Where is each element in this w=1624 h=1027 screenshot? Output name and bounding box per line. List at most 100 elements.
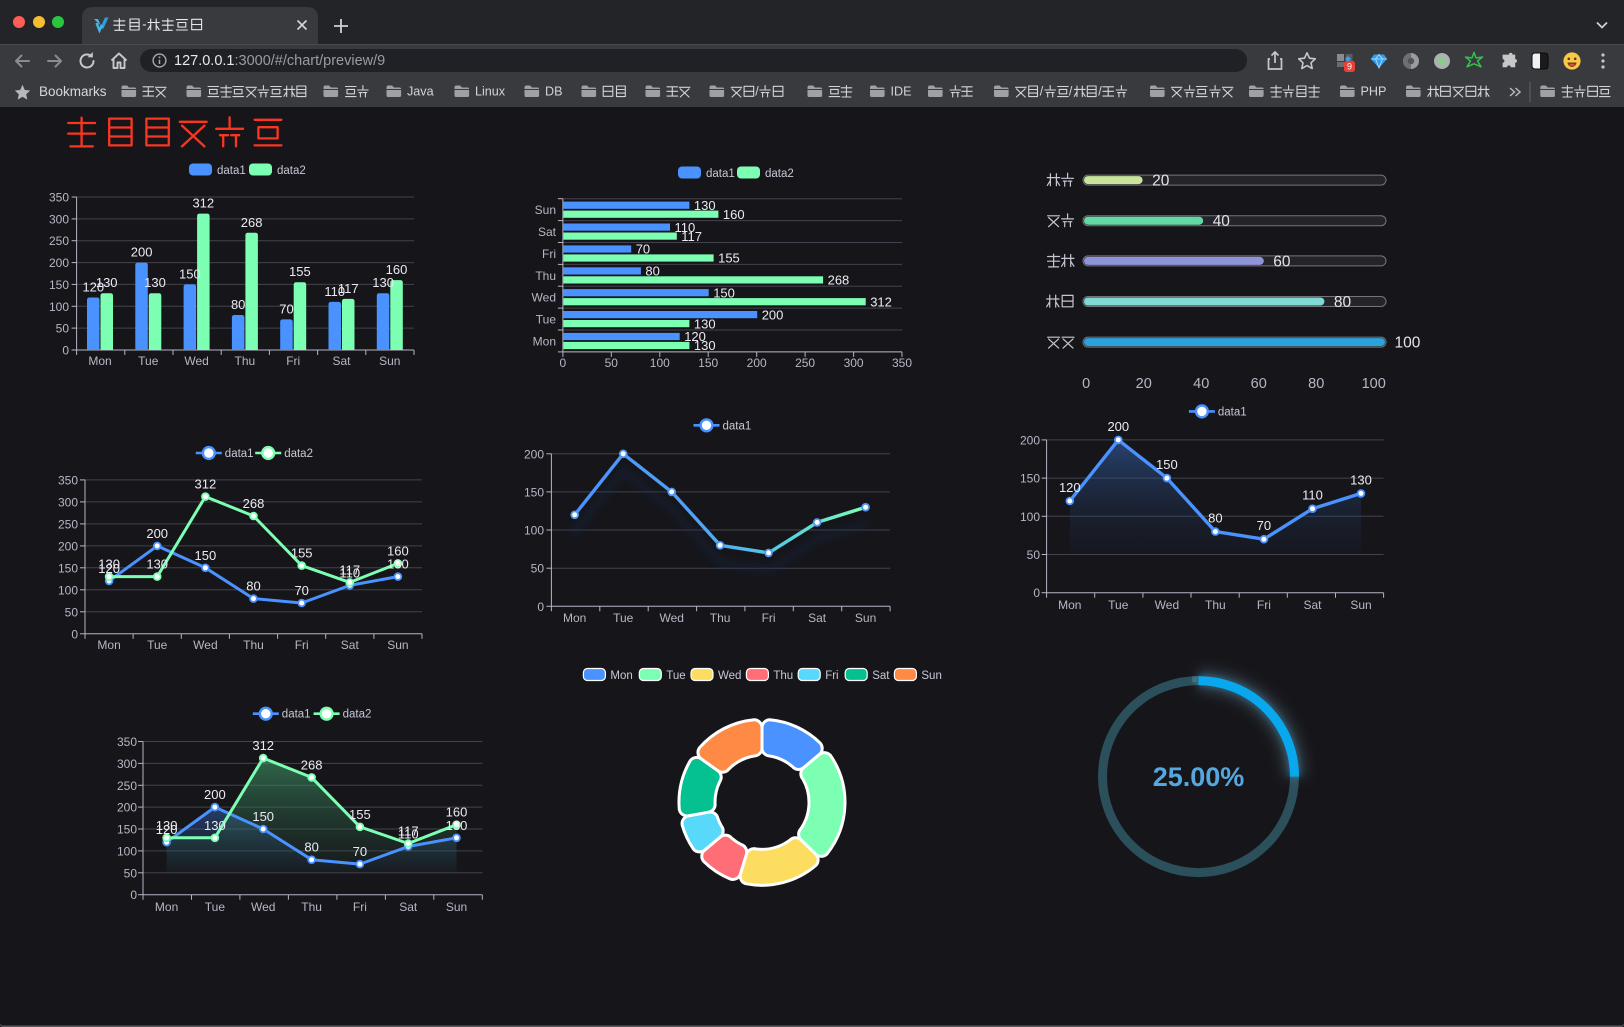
svg-text:0: 0 (537, 600, 544, 614)
svg-text:150: 150 (524, 485, 544, 499)
svg-text:data2: data2 (765, 168, 794, 180)
svg-text:Sat: Sat (341, 638, 360, 652)
svg-text:Thu: Thu (301, 900, 322, 914)
svg-text:Tue: Tue (147, 638, 168, 652)
svg-text:Thu: Thu (235, 354, 256, 368)
svg-text:70: 70 (279, 301, 293, 316)
svg-text:Sun: Sun (855, 611, 876, 625)
svg-text:9: 9 (1347, 62, 1352, 72)
svg-text:40: 40 (1213, 213, 1231, 230)
svg-text:117: 117 (681, 229, 702, 244)
svg-text:150: 150 (179, 266, 201, 281)
svg-text:Linux: Linux (475, 84, 506, 98)
svg-text:150: 150 (713, 285, 735, 300)
svg-text:200: 200 (747, 356, 767, 370)
svg-text:Sun: Sun (535, 203, 556, 217)
svg-text:120: 120 (82, 280, 104, 295)
svg-text:Fri: Fri (295, 638, 309, 652)
svg-text:200: 200 (146, 526, 168, 541)
svg-text:150: 150 (698, 356, 718, 370)
svg-text:50: 50 (1027, 548, 1041, 562)
svg-text:100: 100 (58, 583, 78, 597)
svg-text:Tue: Tue (1108, 598, 1129, 612)
svg-text:312: 312 (195, 477, 217, 492)
svg-text:120: 120 (156, 822, 178, 837)
svg-text:80: 80 (645, 264, 659, 279)
svg-text:Tue: Tue (138, 354, 159, 368)
svg-text:200: 200 (204, 787, 226, 802)
svg-text:Sun: Sun (379, 354, 400, 368)
svg-text:200: 200 (117, 801, 137, 815)
svg-text:250: 250 (117, 779, 137, 793)
svg-text:Mon: Mon (563, 611, 586, 625)
svg-text:150: 150 (252, 809, 274, 824)
svg-text:/: / (755, 84, 759, 98)
svg-text:Tue: Tue (205, 900, 226, 914)
svg-text:Sat: Sat (332, 354, 351, 368)
svg-text:25.00%: 25.00% (1153, 762, 1245, 792)
svg-text:Wed: Wed (184, 354, 208, 368)
svg-text:Sat: Sat (872, 670, 890, 682)
svg-text:350: 350 (58, 473, 78, 487)
svg-text:250: 250 (795, 356, 815, 370)
svg-text:Sun: Sun (387, 638, 408, 652)
svg-text:Wed: Wed (1155, 598, 1179, 612)
svg-text:Fri: Fri (542, 247, 556, 261)
svg-text:Thu: Thu (773, 670, 793, 682)
svg-text:250: 250 (58, 517, 78, 531)
svg-text:268: 268 (301, 757, 323, 772)
svg-text:Sat: Sat (808, 611, 827, 625)
svg-text:Sat: Sat (538, 225, 557, 239)
svg-text:100: 100 (1395, 335, 1421, 352)
svg-text:120: 120 (1059, 480, 1081, 495)
svg-text:Thu: Thu (710, 611, 731, 625)
svg-text:150: 150 (1020, 472, 1040, 486)
svg-text:160: 160 (446, 805, 468, 820)
svg-text:80: 80 (1208, 511, 1222, 526)
svg-text:Mon: Mon (1058, 598, 1081, 612)
svg-text:80: 80 (246, 579, 260, 594)
svg-text:312: 312 (870, 294, 892, 309)
svg-text:110: 110 (675, 220, 696, 235)
svg-text:130: 130 (204, 818, 226, 833)
svg-text:150: 150 (195, 548, 217, 563)
svg-text:Tue: Tue (666, 670, 685, 682)
svg-text:160: 160 (723, 207, 745, 222)
svg-text:50: 50 (56, 322, 70, 336)
svg-text:Fri: Fri (1257, 598, 1271, 612)
svg-text:PHP: PHP (1361, 84, 1387, 98)
svg-text:data2: data2 (343, 709, 372, 721)
svg-text:350: 350 (892, 356, 912, 370)
svg-text:50: 50 (65, 605, 79, 619)
svg-text:200: 200 (1020, 433, 1040, 447)
svg-text:130: 130 (1350, 472, 1372, 487)
svg-text:80: 80 (304, 840, 318, 855)
svg-text:Sat: Sat (1303, 598, 1322, 612)
svg-text:Wed: Wed (718, 670, 741, 682)
svg-text:Mon: Mon (533, 335, 556, 349)
svg-text:Java: Java (407, 84, 434, 98)
svg-text:268: 268 (241, 215, 263, 230)
svg-text:DB: DB (545, 84, 563, 98)
svg-text:100: 100 (1020, 510, 1040, 524)
svg-text:100: 100 (524, 524, 544, 538)
svg-text:110: 110 (1302, 488, 1323, 503)
svg-text:150: 150 (58, 561, 78, 575)
svg-text:Mon: Mon (88, 354, 111, 368)
svg-text:60: 60 (1273, 253, 1291, 270)
svg-text:130: 130 (694, 338, 716, 353)
svg-text:data1: data1 (706, 168, 735, 180)
svg-text:130: 130 (694, 316, 716, 331)
svg-text:data1: data1 (723, 420, 752, 432)
svg-text:Sun: Sun (921, 670, 941, 682)
svg-text:Wed: Wed (532, 291, 556, 305)
svg-text:0: 0 (71, 627, 78, 641)
svg-text:110: 110 (339, 565, 360, 580)
svg-text:0: 0 (1033, 586, 1040, 600)
svg-text:data2: data2 (284, 448, 313, 460)
svg-text:70: 70 (353, 844, 367, 859)
svg-text:110: 110 (324, 284, 345, 299)
svg-text:200: 200 (762, 307, 784, 322)
svg-text:Wed: Wed (251, 900, 275, 914)
svg-text:200: 200 (524, 447, 544, 461)
